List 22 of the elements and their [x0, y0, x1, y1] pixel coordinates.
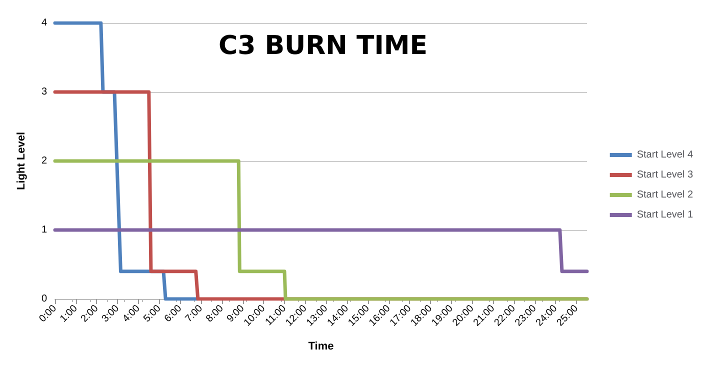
x-tick-label: 8:00	[204, 302, 226, 325]
y-tick-label: 1	[41, 224, 48, 236]
y-tick-label: 2	[41, 156, 48, 166]
y-tick-label: 0	[41, 294, 48, 304]
y-axis-title: Light Level	[16, 132, 28, 190]
legend-label: Start Level 4	[636, 150, 694, 160]
y-tick-label: 3	[41, 86, 48, 98]
x-tick-label: 5:00	[142, 302, 164, 325]
x-tick-label: 4:00	[120, 302, 143, 325]
legend-label: Start Level 2	[636, 190, 694, 200]
x-tick-label: 7:00	[183, 302, 206, 325]
x-tick-label: 3:00	[100, 302, 122, 325]
x-tick-label: 2:00	[79, 302, 101, 325]
line-series	[53, 21, 199, 301]
legend-label: Start Level 3	[636, 170, 694, 180]
x-tick-label: 0:00	[37, 302, 60, 325]
x-axis-title: Time	[308, 340, 334, 352]
legend-label: Start Level 1	[636, 210, 694, 220]
x-tick-label: 1:00	[58, 302, 80, 325]
chart-title: C3 BURN TIME	[218, 31, 428, 61]
y-tick-label: 4	[41, 18, 48, 28]
x-tick-label: 6:00	[162, 302, 184, 325]
